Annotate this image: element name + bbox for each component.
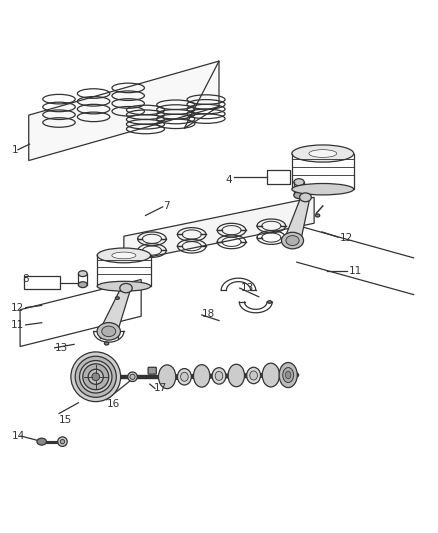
Ellipse shape	[60, 440, 65, 444]
Ellipse shape	[88, 369, 103, 384]
Ellipse shape	[292, 183, 354, 195]
Ellipse shape	[177, 368, 191, 385]
Ellipse shape	[116, 297, 119, 300]
Ellipse shape	[120, 284, 132, 293]
Text: 16: 16	[106, 399, 120, 409]
Ellipse shape	[159, 365, 176, 389]
Ellipse shape	[102, 326, 116, 337]
Ellipse shape	[300, 193, 311, 201]
Ellipse shape	[97, 248, 151, 263]
Text: 18: 18	[202, 309, 215, 319]
Ellipse shape	[71, 352, 120, 402]
Ellipse shape	[286, 236, 299, 246]
Text: 14: 14	[11, 431, 25, 441]
Text: 8: 8	[22, 274, 29, 285]
Polygon shape	[101, 286, 131, 335]
Ellipse shape	[194, 365, 210, 387]
Ellipse shape	[97, 322, 120, 340]
Ellipse shape	[294, 179, 304, 185]
Ellipse shape	[294, 192, 304, 199]
Text: 12: 12	[11, 303, 25, 312]
Ellipse shape	[250, 371, 258, 380]
Ellipse shape	[92, 373, 100, 381]
Ellipse shape	[180, 372, 188, 381]
Ellipse shape	[128, 372, 137, 382]
Ellipse shape	[83, 364, 109, 390]
Polygon shape	[285, 196, 310, 243]
Text: 12: 12	[340, 233, 353, 244]
Text: 11: 11	[349, 266, 362, 276]
Ellipse shape	[282, 232, 304, 249]
Ellipse shape	[315, 214, 320, 217]
Text: 13: 13	[240, 283, 254, 293]
Ellipse shape	[212, 368, 226, 384]
Ellipse shape	[286, 372, 291, 379]
FancyBboxPatch shape	[148, 367, 156, 374]
Polygon shape	[29, 61, 219, 160]
Ellipse shape	[215, 372, 223, 381]
Ellipse shape	[78, 282, 87, 288]
Ellipse shape	[75, 356, 117, 397]
Ellipse shape	[78, 271, 87, 277]
Ellipse shape	[104, 342, 109, 345]
Text: 13: 13	[55, 343, 68, 353]
Ellipse shape	[262, 363, 279, 387]
Text: 7: 7	[163, 201, 170, 211]
Ellipse shape	[112, 252, 136, 259]
Ellipse shape	[283, 368, 293, 383]
Ellipse shape	[268, 301, 272, 303]
Ellipse shape	[58, 437, 67, 447]
Ellipse shape	[309, 150, 337, 157]
Ellipse shape	[228, 364, 244, 387]
Text: 4: 4	[225, 175, 232, 185]
Ellipse shape	[292, 145, 354, 162]
Ellipse shape	[97, 281, 151, 291]
Polygon shape	[124, 197, 314, 262]
Ellipse shape	[80, 360, 112, 393]
Ellipse shape	[37, 438, 46, 445]
Ellipse shape	[279, 362, 297, 387]
Text: 15: 15	[59, 415, 72, 425]
Ellipse shape	[130, 374, 135, 379]
Text: 17: 17	[154, 383, 167, 393]
Text: 11: 11	[11, 320, 25, 330]
Ellipse shape	[247, 367, 261, 384]
Text: 1: 1	[11, 145, 18, 155]
